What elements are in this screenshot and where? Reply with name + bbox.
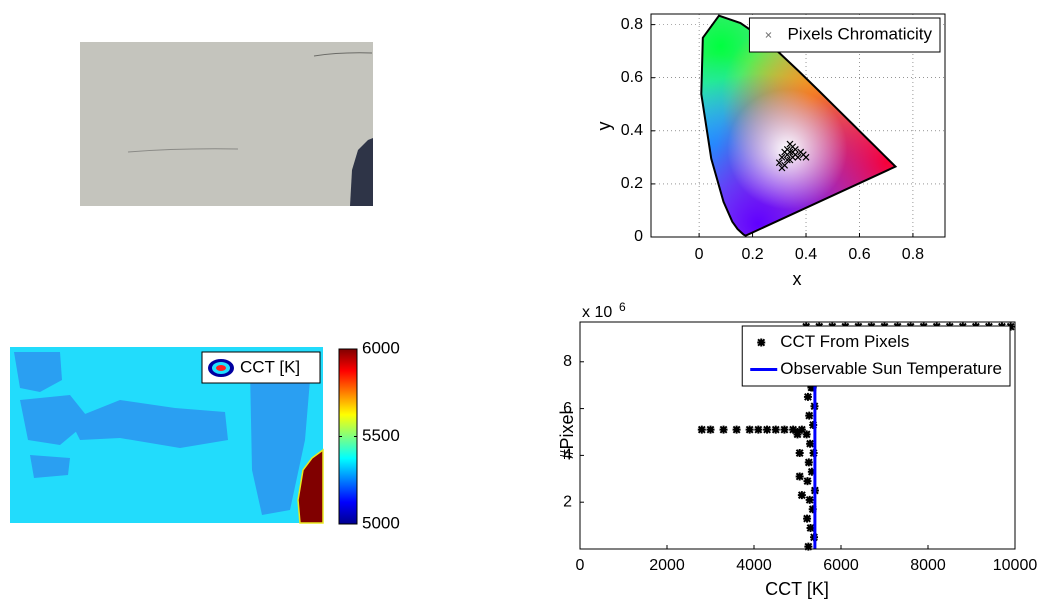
y-tick-label: 4 bbox=[563, 447, 572, 464]
data-point bbox=[775, 159, 783, 167]
colorbar-tick-label: 6000 bbox=[362, 338, 400, 357]
heatmap-region bbox=[30, 455, 70, 478]
heatmap-region bbox=[20, 395, 90, 445]
x-tick-label: 6000 bbox=[823, 557, 859, 574]
legend-label: Pixels Chromaticity bbox=[787, 24, 932, 43]
data-point bbox=[780, 425, 789, 434]
legend-swatch bbox=[216, 365, 226, 371]
data-point bbox=[781, 148, 789, 156]
data-point bbox=[805, 411, 814, 420]
data-point bbox=[805, 495, 814, 504]
colorbar-tick-label: 5000 bbox=[362, 513, 400, 532]
data-point bbox=[806, 523, 815, 532]
axes-frame bbox=[650, 13, 946, 238]
x-tick-label: 0.8 bbox=[902, 246, 924, 263]
x-tick-label: 8000 bbox=[910, 557, 946, 574]
data-point bbox=[808, 505, 817, 514]
data-point bbox=[809, 420, 818, 429]
legend-box bbox=[741, 325, 1011, 387]
data-point bbox=[697, 425, 706, 434]
y-axis-label: #Pixel bbox=[557, 410, 577, 459]
data-point bbox=[763, 425, 772, 434]
data-point bbox=[802, 153, 810, 161]
heatmap-region bbox=[14, 352, 62, 392]
legend-swatch bbox=[757, 338, 766, 347]
photo-scratch bbox=[313, 52, 373, 57]
data-point bbox=[794, 153, 802, 161]
legend: CCT From Pixels Observable Sun Temperatur… bbox=[741, 325, 1011, 387]
data-point bbox=[797, 425, 806, 434]
photo-background bbox=[80, 42, 373, 206]
data-point bbox=[789, 148, 797, 156]
data-point bbox=[797, 491, 806, 500]
data-point bbox=[732, 425, 741, 434]
x-tick-label: 4000 bbox=[736, 557, 772, 574]
data-point bbox=[806, 439, 815, 448]
data-point bbox=[795, 472, 804, 481]
data-point bbox=[807, 467, 816, 476]
photo-scratch bbox=[127, 148, 239, 153]
heatmap-region bbox=[250, 360, 310, 515]
x-tick-label: 0 bbox=[576, 557, 585, 574]
x-tick-label: 2000 bbox=[649, 557, 685, 574]
y-multiplier-exponent: 6 bbox=[619, 300, 626, 314]
legend-swatch bbox=[765, 32, 772, 38]
x-axis-label: x bbox=[793, 269, 802, 289]
data-point bbox=[804, 458, 813, 467]
photo bbox=[80, 42, 373, 206]
data-point bbox=[808, 383, 817, 392]
y-tick-label: 6 bbox=[563, 400, 572, 417]
data-point bbox=[1006, 322, 1015, 331]
data-point bbox=[795, 449, 804, 458]
x-tick-label: 0.2 bbox=[741, 246, 763, 263]
x-tick-label: 10000 bbox=[993, 557, 1038, 574]
x-tick-label: 0.6 bbox=[848, 246, 870, 263]
legend-box bbox=[748, 17, 941, 53]
y-tick-label: 0.6 bbox=[621, 69, 643, 86]
x-tick-label: 0 bbox=[695, 246, 704, 263]
y-tick-label: 0 bbox=[634, 228, 643, 245]
y-tick-label: 0.8 bbox=[621, 16, 643, 33]
colorbar-tick-label: 5500 bbox=[362, 426, 400, 445]
data-point bbox=[803, 477, 812, 486]
y-tick-label: 0.2 bbox=[621, 175, 643, 192]
data-point bbox=[789, 425, 798, 434]
data-point bbox=[771, 425, 780, 434]
axes-frame bbox=[579, 321, 1016, 550]
x-axis-label: CCT [K] bbox=[765, 579, 829, 599]
data-point bbox=[783, 156, 791, 164]
data-point bbox=[778, 153, 786, 161]
data-point bbox=[802, 430, 811, 439]
y-axis-label: y bbox=[594, 122, 614, 131]
data-point bbox=[719, 425, 728, 434]
data-point bbox=[803, 514, 812, 523]
y-tick-label: 0.4 bbox=[621, 122, 643, 139]
data-point bbox=[706, 425, 715, 434]
heatmap-region bbox=[297, 448, 324, 524]
data-point bbox=[804, 542, 813, 551]
data-point bbox=[786, 148, 794, 156]
data-point bbox=[745, 425, 754, 434]
data-point bbox=[786, 140, 794, 148]
heatmap-region bbox=[70, 400, 228, 448]
legend-label: CCT [K] bbox=[240, 357, 300, 376]
y-tick-label: 8 bbox=[563, 353, 572, 370]
legend: Pixels Chromaticity bbox=[748, 17, 941, 53]
data-point bbox=[793, 427, 802, 436]
data-point bbox=[803, 392, 812, 401]
legend-label: CCT From Pixels bbox=[780, 332, 909, 351]
data-point bbox=[778, 164, 786, 172]
legend-label: Observable Sun Temperature bbox=[780, 359, 1002, 378]
y-tick-label: 2 bbox=[563, 493, 572, 510]
x-tick-label: 0.4 bbox=[795, 246, 817, 263]
data-point bbox=[754, 425, 763, 434]
photo-shadow bbox=[350, 138, 373, 206]
y-multiplier: x 10 bbox=[582, 304, 612, 321]
